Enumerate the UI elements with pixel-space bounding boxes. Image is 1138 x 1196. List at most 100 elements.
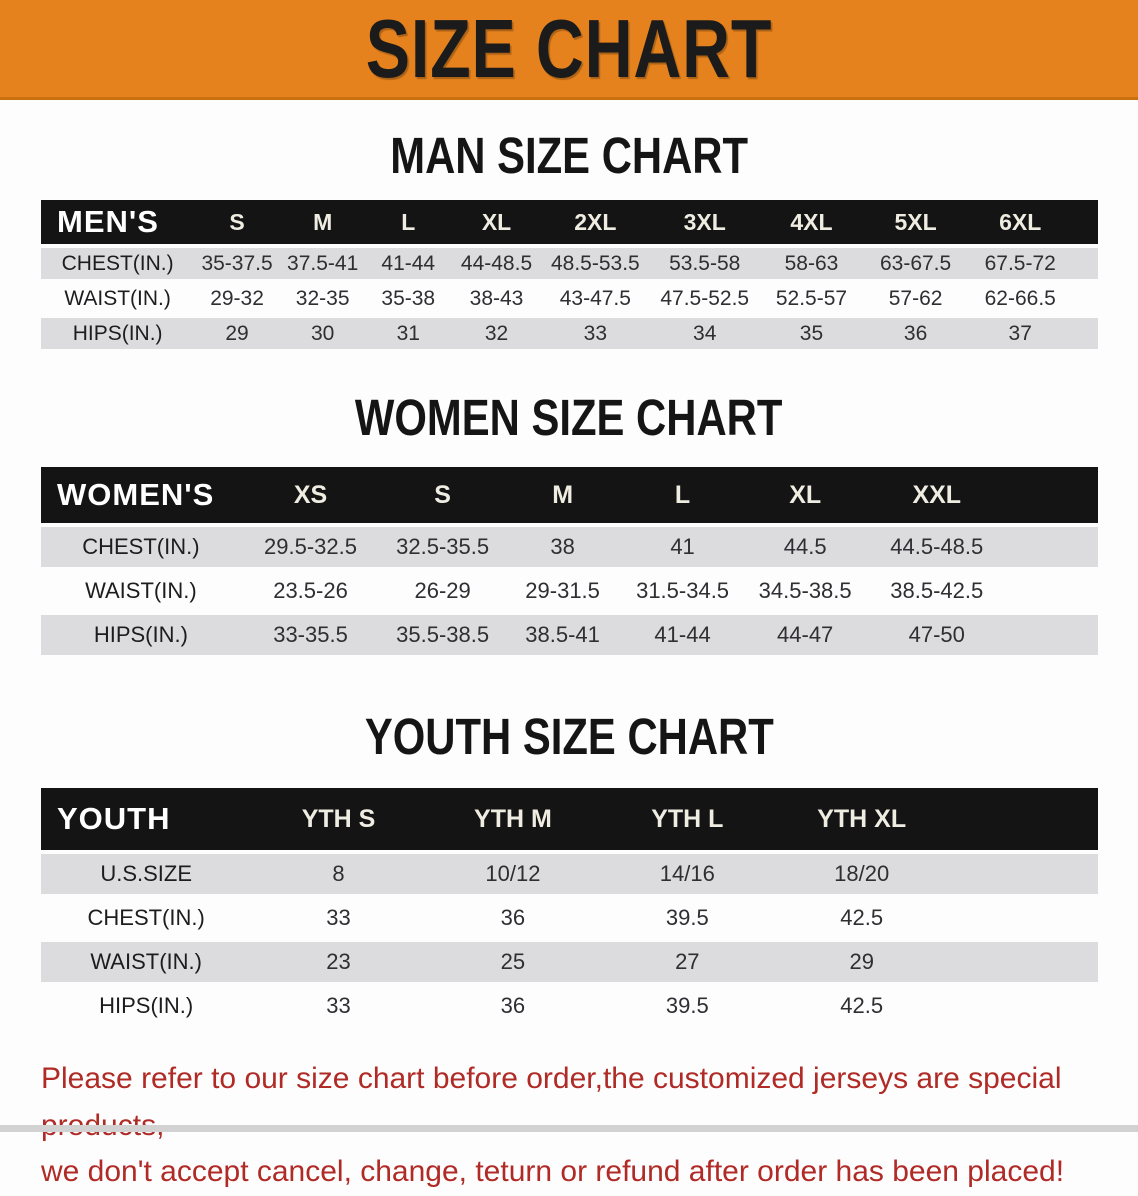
measurement-value: 58-63 xyxy=(760,248,863,279)
measurement-value: 41-44 xyxy=(620,615,745,655)
measurement-value: 27 xyxy=(600,942,775,982)
women-size-table: WOMEN'S XS S M L XL XXL CHEST(IN.) 29.5-32.5 32.5… xyxy=(41,463,1098,659)
measurement-value: 31 xyxy=(365,318,452,349)
measurement-row: WAIST(IN.) 29-32 32-35 35-38 38-43 43-47.5 47.… xyxy=(41,283,1098,314)
size-column-header: YTH S xyxy=(251,788,426,850)
measurement-value: 42.5 xyxy=(840,905,884,930)
spacer-cell xyxy=(948,854,1098,894)
size-column-header: XXL xyxy=(865,467,1009,523)
size-column-header: L xyxy=(620,467,745,523)
size-column-header: 3XL xyxy=(648,200,761,244)
measurement-value: 8 xyxy=(251,854,426,894)
measurement-value: 53.5-58 xyxy=(648,248,761,279)
size-column-header: 4XL xyxy=(760,200,863,244)
measurement-value: 25 xyxy=(425,942,601,982)
measurement-value: 48.5-53.5 xyxy=(541,248,649,279)
row-label: HIPS(IN.) xyxy=(99,993,194,1018)
men-size-table: MEN'S S M L XL 2XL 3XL 4XL 5XL 6XL CHEST(IN.) 35-37… xyxy=(41,196,1098,353)
measurement-value: 37.5-41 xyxy=(279,248,366,279)
row-label: U.S.SIZE xyxy=(41,854,252,894)
size-column-header: YTH M xyxy=(425,788,601,850)
measurement-value: 33 xyxy=(541,318,649,349)
measurement-value: 29 xyxy=(774,942,949,982)
size-column-header: S xyxy=(380,467,505,523)
measurement-row: CHEST(IN.) 33 36 39.5 42.5 xyxy=(41,898,1098,938)
measurement-value: 29-32 xyxy=(210,286,264,310)
spacer-cell xyxy=(949,986,1098,1026)
spacer-cell xyxy=(1071,248,1098,279)
spacer-cell xyxy=(1008,615,1098,655)
measurement-value: 29.5-32.5 xyxy=(240,527,381,567)
measurement-value: 33-35.5 xyxy=(240,615,381,655)
measurement-value: 23 xyxy=(251,942,426,982)
measurement-value: 63-67.5 xyxy=(862,248,969,279)
table-title-cell: YOUTH xyxy=(41,788,252,850)
measurement-value: 29 xyxy=(194,318,280,349)
youth-section-heading: YOUTH SIZE CHART xyxy=(0,711,1138,762)
measurement-value: 44.5-48.5 xyxy=(865,527,1009,567)
spacer-cell xyxy=(1008,467,1098,523)
table-title-cell: MEN'S xyxy=(41,200,195,244)
spacer-cell xyxy=(1008,571,1098,611)
size-column-header: L xyxy=(365,200,452,244)
measurement-value: 37 xyxy=(968,318,1072,349)
measurement-value: 47-50 xyxy=(865,615,1009,655)
measurement-value: 41 xyxy=(620,527,745,567)
size-column-header: XL xyxy=(451,200,542,244)
measurement-value: 29-31.5 xyxy=(525,578,600,603)
measurement-row: HIPS(IN.) 33 36 39.5 42.5 xyxy=(41,986,1098,1026)
measurement-row: U.S.SIZE 8 10/12 14/16 18/20 xyxy=(41,854,1098,894)
row-label: CHEST(IN.) xyxy=(41,527,241,567)
bottom-edge-strip xyxy=(0,1125,1138,1132)
measurement-value: 52.5-57 xyxy=(775,286,848,310)
measurement-value: 30 xyxy=(279,318,366,349)
measurement-value: 38.5-41 xyxy=(505,615,621,655)
row-label: WAIST(IN.) xyxy=(41,942,252,982)
size-header-row: MEN'S S M L XL 2XL 3XL 4XL 5XL 6XL xyxy=(41,200,1098,244)
measurement-value: 35-38 xyxy=(381,286,436,310)
spacer-cell xyxy=(948,942,1098,982)
size-column-header: 6XL xyxy=(968,200,1072,244)
measurement-value: 33 xyxy=(326,993,351,1018)
row-label: HIPS(IN.) xyxy=(41,318,195,349)
youth-section-heading-text: YOUTH SIZE CHART xyxy=(364,708,774,765)
size-chart-banner: SIZE CHART xyxy=(0,0,1138,100)
disclaimer-line-2: we don't accept cancel, change, teturn o… xyxy=(41,1155,1065,1188)
measurement-value: 35 xyxy=(760,318,863,349)
disclaimer-line-1: Please refer to our size chart before or… xyxy=(41,1062,1062,1142)
youth-size-table: YOUTH YTH S YTH M YTH L YTH XL U.S.SIZE 8 10/12… xyxy=(41,784,1098,1030)
women-section-heading: WOMEN SIZE CHART xyxy=(0,392,1138,443)
measurement-value: 38-43 xyxy=(469,286,524,310)
size-column-header: XL xyxy=(744,467,866,523)
measurement-value: 32 xyxy=(451,318,542,349)
size-column-header: YTH XL xyxy=(774,788,949,850)
man-section-heading: MAN SIZE CHART xyxy=(0,130,1138,181)
measurement-value: 47.5-52.5 xyxy=(660,286,750,310)
measurement-value: 36 xyxy=(500,905,526,930)
man-section-heading-text: MAN SIZE CHART xyxy=(390,127,748,184)
measurement-value: 39.5 xyxy=(665,905,709,930)
spacer-cell xyxy=(1008,527,1098,567)
row-label: HIPS(IN.) xyxy=(41,615,241,655)
measurement-value: 34.5-38.5 xyxy=(758,578,852,603)
measurement-value: 36 xyxy=(862,318,969,349)
measurement-value: 18/20 xyxy=(774,854,949,894)
size-column-header: M xyxy=(505,467,621,523)
measurement-value: 32.5-35.5 xyxy=(380,527,505,567)
measurement-value: 23.5-26 xyxy=(273,578,348,603)
measurement-row: CHEST(IN.) 29.5-32.5 32.5-35.5 38 41 44.5 44.5… xyxy=(41,527,1098,567)
measurement-value: 35.5-38.5 xyxy=(380,615,505,655)
measurement-row: HIPS(IN.) 33-35.5 35.5-38.5 38.5-41 41-44 44-… xyxy=(41,615,1098,655)
measurement-row: HIPS(IN.) 29 30 31 32 33 34 35 36 37 xyxy=(41,318,1098,349)
size-column-header: M xyxy=(279,200,366,244)
measurement-value: 32-35 xyxy=(295,286,350,310)
measurement-value: 39.5 xyxy=(665,993,709,1018)
measurement-row: WAIST(IN.) 23 25 27 29 xyxy=(41,942,1098,982)
women-section-heading-text: WOMEN SIZE CHART xyxy=(355,389,783,446)
measurement-row: WAIST(IN.) 23.5-26 26-29 29-31.5 31.5-34.5 34… xyxy=(41,571,1098,611)
measurement-value: 14/16 xyxy=(600,854,775,894)
measurement-value: 36 xyxy=(500,993,526,1018)
measurement-value: 10/12 xyxy=(425,854,601,894)
measurement-value: 44-47 xyxy=(744,615,866,655)
measurement-value: 42.5 xyxy=(840,993,884,1018)
